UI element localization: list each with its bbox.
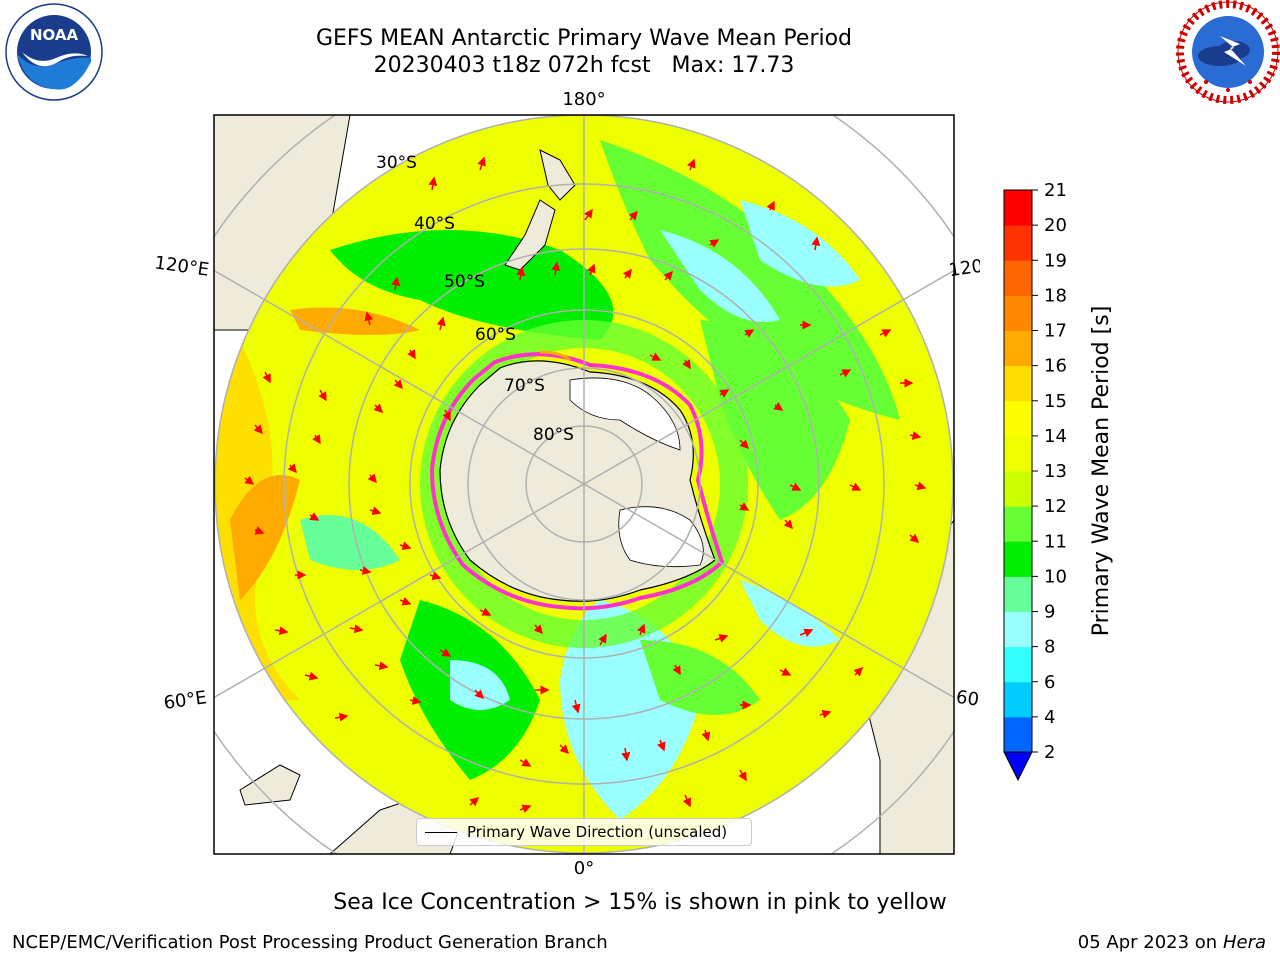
colorbar-tick-label: 19 [1044,250,1067,271]
lat-label-50s: 50°S [444,272,485,292]
meridian-lines [214,115,954,854]
madagascar-land [239,764,301,806]
colorbar-swatch [1004,295,1032,331]
colorbar-tick-label: 6 [1044,672,1055,693]
colorbar-tick-label: 21 [1044,180,1067,201]
colorbar-swatch [1004,400,1032,437]
colorbar-swatch [1004,330,1032,367]
chart-subtitle-run: 20230403 t18z 072h fcst Max: 17.73 [373,53,795,78]
lat-label-60s: 60°S [475,325,516,345]
map-legend: Primary Wave Direction (unscaled) [416,818,752,846]
sea-ice-edge [429,352,725,611]
colorbar-swatch [1004,365,1032,402]
colorbar-tick-label: 11 [1044,531,1067,552]
lon-label-120e: 120°E [153,252,210,280]
colorbar-swatch [1004,576,1032,612]
polar-map: 180° 120°E 120°W 60°E 60°W 0° 30°S 40°S … [153,89,980,879]
wave-direction-arrows [244,156,927,813]
chart-title: GEFS MEAN Antarctic Primary Wave Mean Pe… [315,26,853,51]
map-frame [213,114,955,855]
lat-label-30s: 30°S [376,153,417,173]
colorbar-tick-label: 15 [1044,391,1067,412]
footer-date-text: 05 Apr 2023 on [1077,932,1223,953]
colorbar-swatch [1004,506,1032,542]
colorbar-tick-label: 13 [1044,461,1067,482]
footer-date: 05 Apr 2023 on Hera [1078,932,1266,953]
colorbar-tick-label: 8 [1044,637,1055,658]
sea-ice-note: Sea Ice Concentration > 15% is shown in … [333,890,947,915]
colorbar-tick-label: 18 [1044,285,1067,306]
footer-branch: NCEP/EMC/Verification Post Processing Pr… [12,932,608,953]
colorbar-swatch [1004,646,1032,683]
colorbar-swatch [1004,611,1032,648]
colorbar-ticks: 2 4 6 8 9 10 11 12 13 14 15 16 17 18 19 20 21 [1032,180,1067,763]
colorbar-swatch [1004,190,1032,226]
lat-label-70s: 70°S [504,376,545,396]
noaa-logo-text: NOAA [30,26,79,44]
lon-label-60w: 60°W [955,687,980,715]
colorbar-swatches [1004,190,1032,753]
lon-label-60e: 60°E [162,687,208,714]
colorbar-swatch [1004,260,1032,296]
colorbar-tick-label: 4 [1044,707,1055,728]
noaa-logo: NOAA [5,3,103,101]
colorbar-swatch [1004,471,1032,507]
colorbar-tick-label: 20 [1044,215,1067,236]
colorbar-swatch [1004,681,1032,718]
legend-line-swatch [425,832,457,833]
colorbar-swatch [1004,225,1032,261]
colorbar-tick-label: 12 [1044,496,1067,517]
colorbar-tick-label: 17 [1044,321,1067,342]
colorbar-tick-label: 14 [1044,426,1067,447]
colorbar-tick-label: 10 [1044,566,1067,587]
lon-label-0: 0° [574,858,594,879]
colorbar-under-triangle [1003,751,1033,782]
colorbar: 2 4 6 8 9 10 11 12 13 14 15 16 17 18 19 20 21 Primary Wa… [1003,180,1114,782]
colorbar-label: Primary Wave Mean Period [s] [1089,306,1114,637]
colorbar-tick-label: 9 [1044,602,1055,623]
nws-logo [1176,0,1280,104]
colorbar-tick-label: 2 [1044,742,1055,763]
colorbar-swatch [1004,435,1032,472]
lon-label-180: 180° [562,89,605,110]
colorbar-swatch [1004,716,1032,753]
legend-label: Primary Wave Direction (unscaled) [467,823,728,841]
ross-ice-shelf [569,377,681,451]
lat-label-40s: 40°S [414,214,455,234]
colorbar-tick-label: 16 [1044,356,1067,377]
footer-host: Hera [1222,932,1266,953]
weddell-ice-shelf [618,506,704,568]
lat-label-80s: 80°S [533,425,574,445]
colorbar-swatch [1004,541,1032,577]
